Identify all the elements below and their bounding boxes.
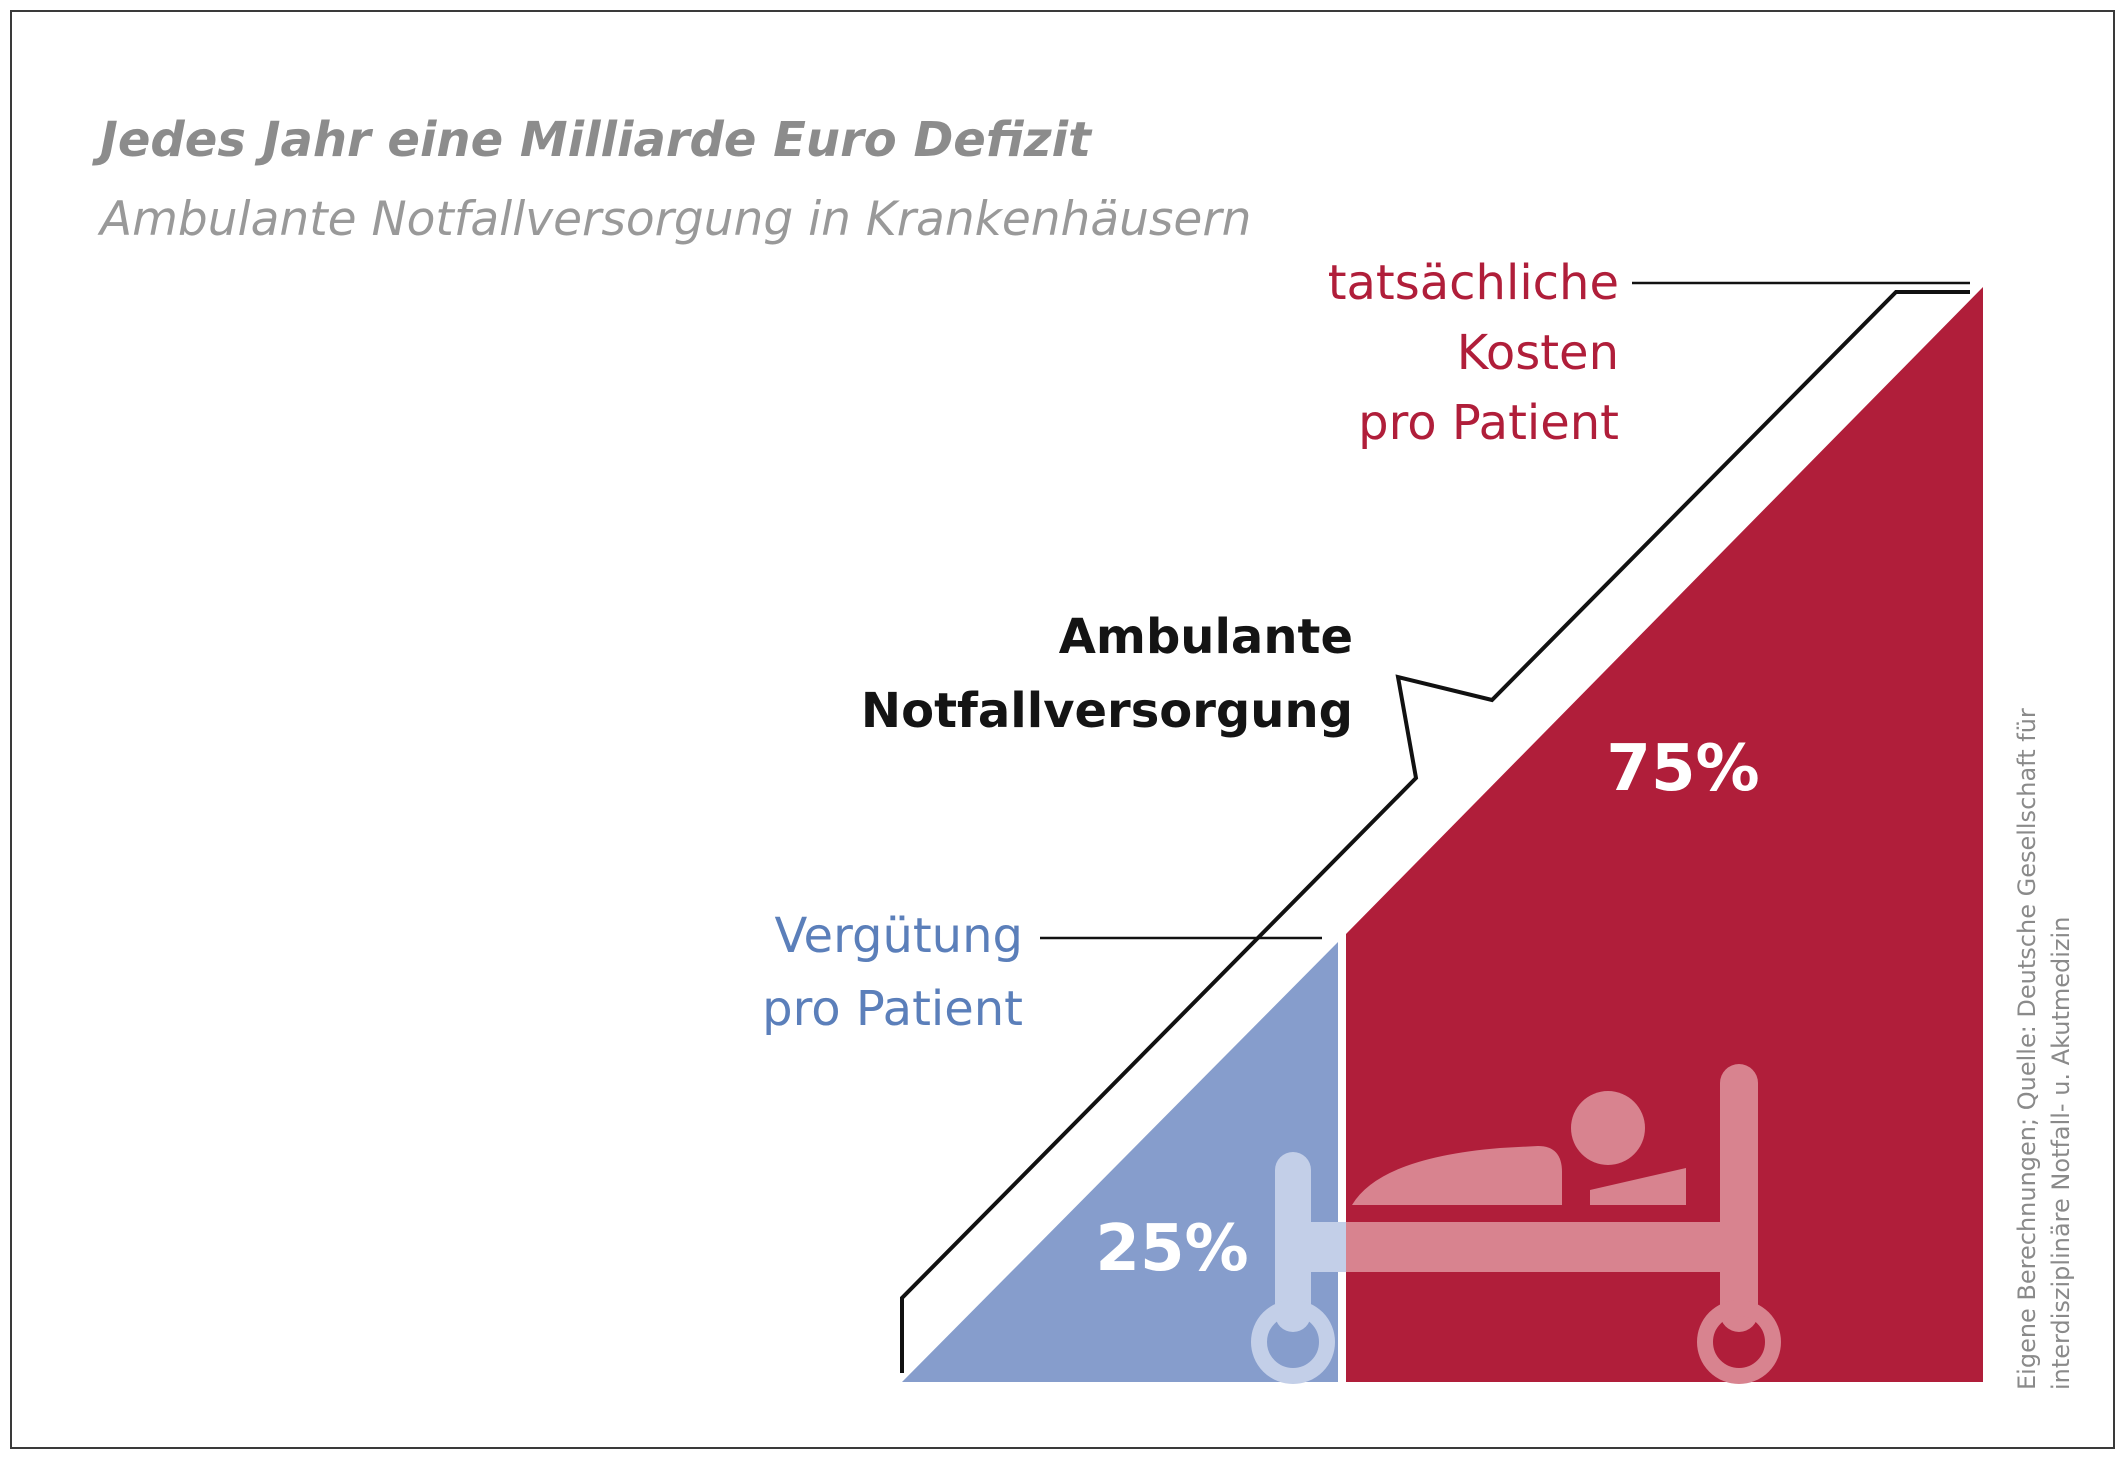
reimbursement-percent-label: 25%: [1095, 1212, 1248, 1286]
source-note-line: Eigene Berechnungen; Quelle: Deutsche Ge…: [2013, 708, 2041, 1390]
cost-area: [1346, 287, 1983, 1382]
chart-title: Jedes Jahr eine Milliarde Euro Defizit: [100, 112, 1091, 168]
actual-cost-label-line: pro Patient: [1358, 395, 1619, 451]
reimbursement-label-line: pro Patient: [762, 981, 1023, 1037]
chart-subtitle: Ambulante Notfallversorgung in Krankenhä…: [100, 192, 1252, 247]
actual-cost-label-line: tatsächliche: [1327, 255, 1619, 311]
reimbursement-area: [902, 942, 1338, 1382]
actual-cost-label: tatsächliche Kosten pro Patient: [1328, 248, 1619, 458]
category-label: Ambulante Notfallversorgung: [861, 600, 1353, 748]
actual-cost-label-line: Kosten: [1456, 325, 1619, 381]
reimbursement-label: Vergütung pro Patient: [762, 900, 1023, 1046]
reimbursement-label-line: Vergütung: [774, 908, 1023, 964]
category-label-line: Ambulante: [1058, 609, 1353, 665]
source-note: Eigene Berechnungen; Quelle: Deutsche Ge…: [2010, 708, 2078, 1390]
category-label-line: Notfallversorgung: [860, 683, 1353, 739]
category-callout-outline: [900, 290, 1970, 1373]
cost-percent-label: 75%: [1606, 732, 1759, 806]
source-note-line: interdisziplinäre Notfall- u. Akutmedizi…: [2047, 916, 2075, 1390]
hospital-bed-icon: [1251, 1064, 1781, 1384]
